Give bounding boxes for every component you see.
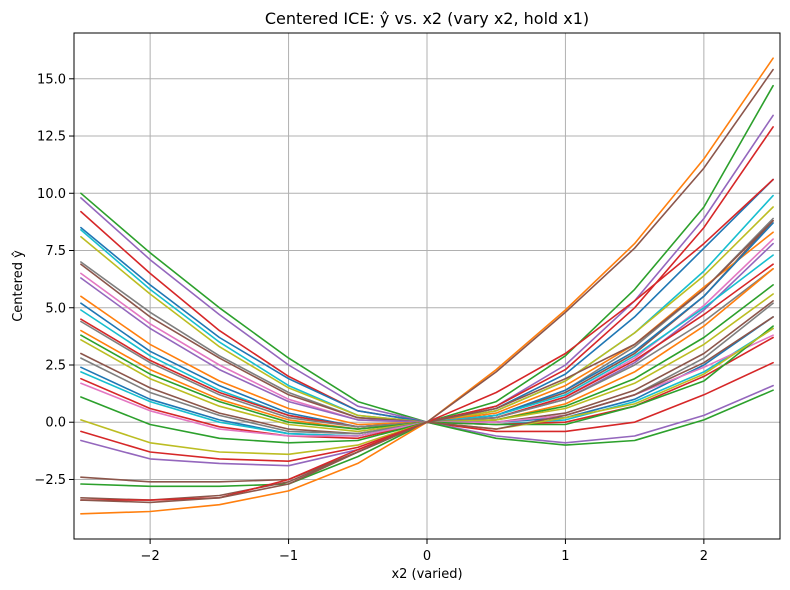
x-tick-label: 2 xyxy=(700,549,708,564)
x-tick-label: −1 xyxy=(279,549,298,564)
y-tick-label: −2.5 xyxy=(34,473,66,488)
x-axis-label: x2 (varied) xyxy=(391,567,462,582)
x-tick-label: 1 xyxy=(561,549,569,564)
y-tick-label: 10.0 xyxy=(37,187,66,202)
series-lines xyxy=(80,57,774,515)
y-tick-label: 2.5 xyxy=(45,358,66,373)
x-tick-label: −2 xyxy=(141,549,160,564)
chart-title: Centered ICE: ŷ vs. x2 (vary x2, hold x1… xyxy=(265,9,589,28)
y-tick-label: 12.5 xyxy=(37,130,66,145)
series-line-34 xyxy=(80,68,774,504)
grid-lines xyxy=(74,33,780,539)
y-axis-label: Centered ŷ xyxy=(11,250,26,322)
y-axis-ticks: −2.5 0.0 2.5 5.0 7.5 10.0 12.5 15.0 xyxy=(34,72,74,488)
y-tick-label: 0.0 xyxy=(45,416,66,431)
x-tick-label: 0 xyxy=(423,549,431,564)
x-axis-ticks: −2 −1 0 1 2 xyxy=(141,539,708,564)
y-tick-label: 15.0 xyxy=(37,72,66,87)
y-tick-label: 7.5 xyxy=(45,244,66,259)
y-tick-label: 5.0 xyxy=(45,301,66,316)
